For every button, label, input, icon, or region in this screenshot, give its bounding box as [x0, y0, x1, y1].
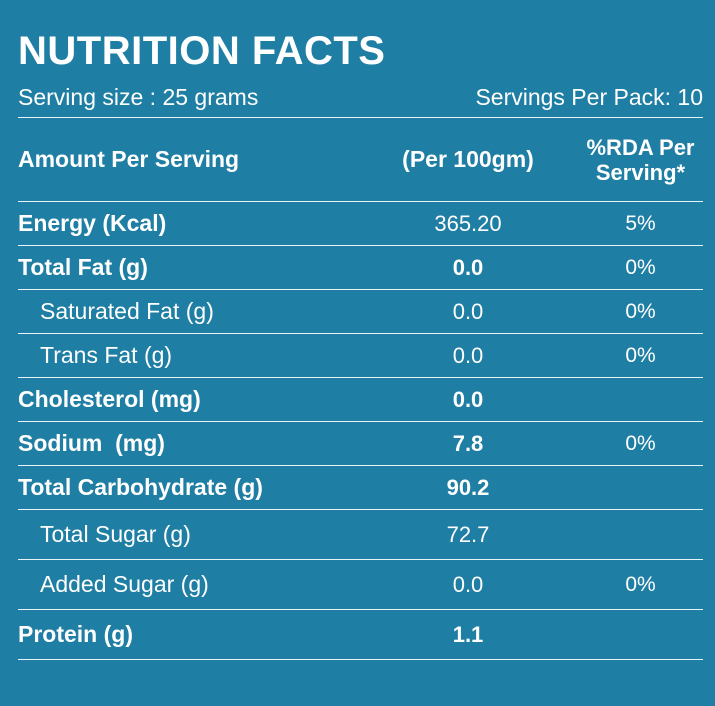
divider	[18, 559, 703, 560]
row-value-trans-fat: 0.0	[452, 342, 484, 368]
table-row: Energy (Kcal) 365.20 5%	[18, 202, 703, 245]
divider	[18, 333, 703, 334]
row-label-sodium: Sodium (mg)	[18, 430, 165, 456]
divider	[18, 289, 703, 290]
row-rda-total-fat: 0%	[625, 255, 656, 279]
divider	[18, 609, 703, 610]
divider	[18, 117, 703, 118]
table-row: Cholesterol (mg) 0.0	[18, 378, 703, 421]
nutrition-facts-panel: NUTRITION FACTS Serving size : 25 grams …	[18, 28, 703, 660]
table-header: Amount Per Serving (Per 100gm) %RDA Per …	[18, 118, 703, 201]
divider	[18, 465, 703, 466]
header-per-100gm: (Per 100gm)	[402, 146, 534, 172]
divider	[18, 377, 703, 378]
row-value-total-sugar: 72.7	[446, 521, 490, 547]
page-title: NUTRITION FACTS	[18, 29, 386, 73]
row-label-total-carbohydrate: Total Carbohydrate (g)	[18, 474, 263, 500]
row-value-added-sugar: 0.0	[452, 571, 484, 597]
header-amount: Amount Per Serving	[18, 146, 240, 172]
row-value-energy: 365.20	[434, 210, 502, 236]
serving-info: Serving size : 25 grams Servings Per Pac…	[18, 83, 703, 117]
serving-size: Serving size : 25 grams	[18, 84, 259, 110]
servings-per-pack: Servings Per Pack: 10	[475, 84, 703, 110]
row-rda-sodium: 0%	[625, 431, 656, 455]
divider	[18, 659, 703, 660]
divider	[18, 201, 703, 202]
table-row: Total Fat (g) 0.0 0%	[18, 246, 703, 289]
table-row: Total Carbohydrate (g) 90.2	[18, 466, 703, 509]
row-value-total-fat: 0.0	[452, 254, 484, 280]
table-row: Added Sugar (g) 0.0 0%	[18, 560, 703, 609]
divider	[18, 509, 703, 510]
row-value-saturated-fat: 0.0	[452, 298, 484, 324]
table-row: Trans Fat (g) 0.0 0%	[18, 334, 703, 377]
row-label-energy: Energy (Kcal)	[18, 210, 167, 236]
row-rda-saturated-fat: 0%	[625, 299, 656, 323]
divider	[18, 245, 703, 246]
row-rda-energy: 5%	[625, 211, 656, 235]
table-row: Saturated Fat (g) 0.0 0%	[18, 290, 703, 333]
table-row: Protein (g) 1.1	[18, 610, 703, 659]
row-value-protein: 1.1	[452, 621, 484, 647]
row-rda-added-sugar: 0%	[625, 572, 656, 596]
row-label-protein: Protein (g)	[18, 621, 133, 647]
table-row: Sodium (mg) 7.8 0%	[18, 422, 703, 465]
row-value-cholesterol: 0.0	[452, 386, 484, 412]
row-label-total-fat: Total Fat (g)	[18, 254, 148, 280]
table-row: Total Sugar (g) 72.7	[18, 510, 703, 559]
divider	[18, 421, 703, 422]
row-rda-trans-fat: 0%	[625, 343, 656, 367]
row-label-added-sugar: Added Sugar (g)	[40, 571, 209, 597]
row-value-total-carbohydrate: 90.2	[446, 474, 490, 500]
row-label-trans-fat: Trans Fat (g)	[40, 342, 173, 368]
row-label-total-sugar: Total Sugar (g)	[40, 521, 191, 547]
row-value-sodium: 7.8	[452, 430, 484, 456]
row-label-cholesterol: Cholesterol (mg)	[18, 386, 201, 412]
row-label-saturated-fat: Saturated Fat (g)	[40, 298, 214, 324]
header-rda: %RDA Per Serving*	[586, 134, 695, 185]
